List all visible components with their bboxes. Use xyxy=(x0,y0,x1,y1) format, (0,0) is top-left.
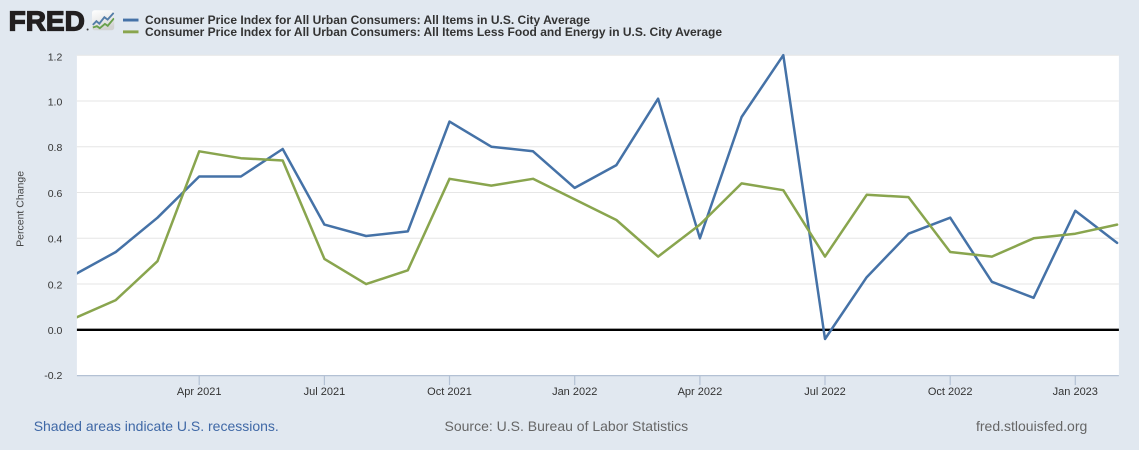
svg-text:0.8: 0.8 xyxy=(48,142,63,154)
svg-text:0.6: 0.6 xyxy=(48,188,63,200)
svg-text:-0.2: -0.2 xyxy=(44,370,62,382)
svg-text:0.0: 0.0 xyxy=(48,325,63,337)
svg-text:Jul 2022: Jul 2022 xyxy=(804,386,846,398)
svg-text:fred.stlouisfed.org: fred.stlouisfed.org xyxy=(976,418,1087,434)
svg-text:Consumer Price Index for All U: Consumer Price Index for All Urban Consu… xyxy=(145,13,590,27)
svg-text:0.4: 0.4 xyxy=(48,234,63,246)
svg-text:0.2: 0.2 xyxy=(48,280,63,292)
svg-text:Consumer Price Index for All U: Consumer Price Index for All Urban Consu… xyxy=(145,25,722,39)
svg-text:1.2: 1.2 xyxy=(48,51,63,63)
svg-text:Apr 2021: Apr 2021 xyxy=(177,386,222,398)
svg-text:Shaded areas indicate U.S. rec: Shaded areas indicate U.S. recessions. xyxy=(34,418,279,434)
svg-text:Percent Change: Percent Change xyxy=(15,171,27,247)
svg-text:Apr 2022: Apr 2022 xyxy=(678,386,723,398)
svg-text:Jan 2022: Jan 2022 xyxy=(552,386,597,398)
svg-text:Jul 2021: Jul 2021 xyxy=(304,386,346,398)
svg-text:1.0: 1.0 xyxy=(48,96,63,108)
svg-text:FRED: FRED xyxy=(9,6,85,37)
svg-text:Source: U.S. Bureau of Labor S: Source: U.S. Bureau of Labor Statistics xyxy=(445,418,689,434)
svg-text:Oct 2021: Oct 2021 xyxy=(427,386,472,398)
svg-text:Oct 2022: Oct 2022 xyxy=(928,386,973,398)
svg-text:Jan 2023: Jan 2023 xyxy=(1053,386,1098,398)
